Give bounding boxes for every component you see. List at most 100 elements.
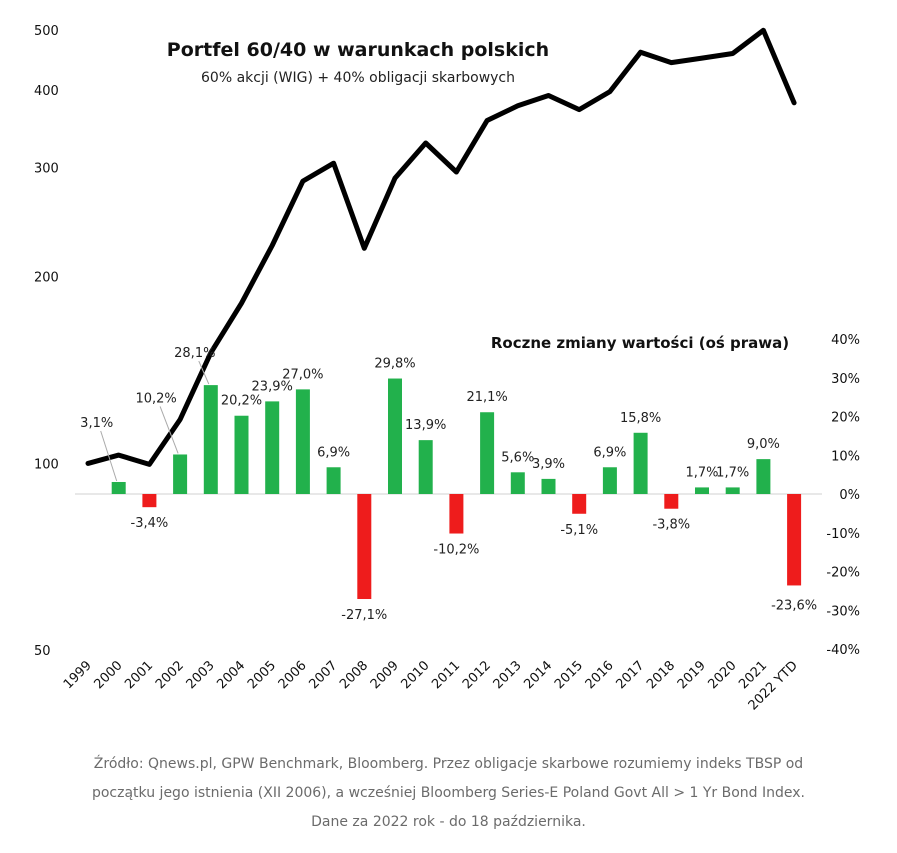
x-tick-2016: 2016 — [583, 658, 617, 692]
x-tick-2008: 2008 — [337, 658, 371, 692]
bar-2018 — [664, 494, 679, 509]
ticks-group: 50 100 200 300 400 500 40% 30% 20% 10% 0% -10% -20% -… — [34, 24, 860, 713]
left-tick-200: 200 — [34, 271, 59, 286]
bar-2007 — [326, 467, 341, 494]
x-tick-1999: 1999 — [61, 658, 95, 692]
bar-2001 — [142, 494, 157, 508]
chart-title: Portfel 60/40 w warunkach polskich — [167, 39, 549, 61]
data-label-2001: -3,4% — [131, 516, 169, 531]
data-label-2007: 6,9% — [317, 445, 350, 460]
line-group — [85, 27, 797, 467]
bar-2012 — [480, 412, 495, 494]
data-label-2012: 21,1% — [466, 390, 507, 405]
x-tick-2006: 2006 — [276, 658, 310, 692]
right-tick-20pct: 20% — [831, 411, 860, 426]
bar-2002 — [173, 454, 188, 494]
bar-2013 — [510, 472, 525, 494]
x-tick-2020: 2020 — [706, 658, 740, 692]
x-tick-2002: 2002 — [153, 658, 187, 692]
right-tick-10pct: 10% — [831, 449, 860, 464]
leader-line-2002 — [159, 406, 179, 454]
data-label-2021: 9,0% — [747, 437, 780, 452]
x-tick-2017: 2017 — [613, 658, 647, 692]
left-tick-100: 100 — [34, 457, 59, 472]
leader-line-2003 — [198, 360, 210, 385]
data-label-2009: 29,8% — [374, 357, 415, 372]
bar-2017 — [633, 432, 648, 494]
bar-2010 — [418, 440, 433, 494]
right-tick-40pct: 40% — [831, 333, 860, 348]
x-tick-2000: 2000 — [92, 658, 126, 692]
data-label-2019: 1,7% — [685, 465, 718, 480]
chart-svg: 3,1% -3,4% 10,2% 28,1% 20,2%23,9%27,0% 6,9% -2… — [34, 24, 860, 713]
bars-group — [111, 378, 802, 600]
data-label-2018: -3,8% — [652, 518, 690, 533]
bar-2009 — [388, 378, 402, 494]
x-tick-2013: 2013 — [491, 658, 525, 692]
right-tick-0pct: 0% — [839, 488, 860, 503]
left-tick-50: 50 — [34, 644, 51, 659]
source-line-1: Źródło: Qnews.pl, GPW Benchmark, Bloombe… — [93, 756, 804, 772]
data-label-2015: -5,1% — [560, 523, 598, 538]
right-tick--20pct: -20% — [826, 566, 860, 581]
chart: 3,1% -3,4% 10,2% 28,1% 20,2% 23,9% 27,0% 6,9% -2… — [34, 24, 860, 713]
bar-2011 — [449, 494, 464, 534]
bar-2019 — [695, 487, 709, 494]
data-label-2000: 3,1% — [80, 416, 113, 431]
data-label-2005: 23,9% — [252, 379, 293, 394]
left-tick-400: 400 — [34, 84, 59, 99]
bar-2022-ytd — [787, 494, 802, 586]
secondary-title: Roczne zmiany wartości (oś prawa) — [491, 334, 789, 352]
x-tick-2004: 2004 — [214, 658, 248, 692]
x-tick-2003: 2003 — [184, 658, 218, 692]
x-tick-2014: 2014 — [521, 658, 555, 692]
data-label-2002: 10,2% — [135, 391, 176, 406]
data-label-2020: 1,7% — [716, 465, 749, 480]
bar-2021 — [756, 459, 771, 494]
x-tick-2011: 2011 — [429, 658, 463, 692]
bar-2003 — [203, 385, 218, 494]
bar-2008 — [357, 494, 372, 600]
data-label-2006: 27,0% — [282, 367, 323, 382]
source-line-2: początku jego istnienia (XII 2006), a wc… — [91, 785, 806, 801]
x-tick-2010: 2010 — [399, 658, 433, 692]
left-tick-300: 300 — [34, 162, 59, 177]
bar-2016 — [602, 467, 617, 494]
bar-2015 — [572, 494, 587, 514]
data-label-2014: 3,9% — [532, 457, 565, 472]
bar-2000 — [111, 481, 126, 494]
data-label-2008: -27,1% — [341, 608, 387, 623]
source-line-3: Dane za 2022 rok - do 18 października. — [311, 814, 586, 830]
x-tick-2018: 2018 — [644, 658, 678, 692]
x-tick-2005: 2005 — [245, 658, 279, 692]
x-tick-2007: 2007 — [306, 658, 340, 692]
right-tick--30pct: -30% — [826, 604, 860, 619]
data-label-2016: 6,9% — [593, 445, 626, 460]
bar-2005 — [265, 401, 280, 494]
x-tick-2009: 2009 — [368, 658, 402, 692]
data-label-2017: 15,8% — [620, 411, 661, 426]
chart-subtitle: 60% akcji (WIG) + 40% obligacji skarbowy… — [201, 70, 515, 86]
right-tick-30pct: 30% — [831, 372, 860, 387]
leader-line-2000 — [100, 430, 118, 482]
source-note: Źródło: Qnews.pl, GPW Benchmark, Bloombe… — [20, 750, 877, 837]
data-label-2011: -10,2% — [433, 543, 479, 558]
data-label-2013: 5,6% — [501, 450, 534, 465]
x-tick-2015: 2015 — [552, 658, 586, 692]
bar-2014 — [541, 478, 556, 494]
right-tick--40pct: -40% — [826, 643, 860, 658]
data-label-2004: 20,2% — [221, 394, 262, 409]
data-label-2010: 13,9% — [405, 418, 446, 433]
bar-2020 — [725, 487, 740, 494]
x-tick-2001: 2001 — [122, 658, 156, 692]
left-tick-500: 500 — [34, 24, 59, 39]
bar-2006 — [295, 389, 310, 494]
bar-2004 — [234, 415, 249, 494]
data-label-2003: 28,1% — [174, 346, 215, 361]
data-label-2022-ytd: -23,6% — [771, 598, 817, 613]
data-labels-group: 3,1% -3,4% 10,2% 28,1% 20,2%23,9%27,0% 6,9% -2… — [80, 346, 817, 623]
right-tick--10pct: -10% — [826, 527, 860, 542]
x-tick-2019: 2019 — [675, 658, 709, 692]
x-tick-2012: 2012 — [460, 658, 494, 692]
portfolio-value-line — [85, 27, 797, 467]
